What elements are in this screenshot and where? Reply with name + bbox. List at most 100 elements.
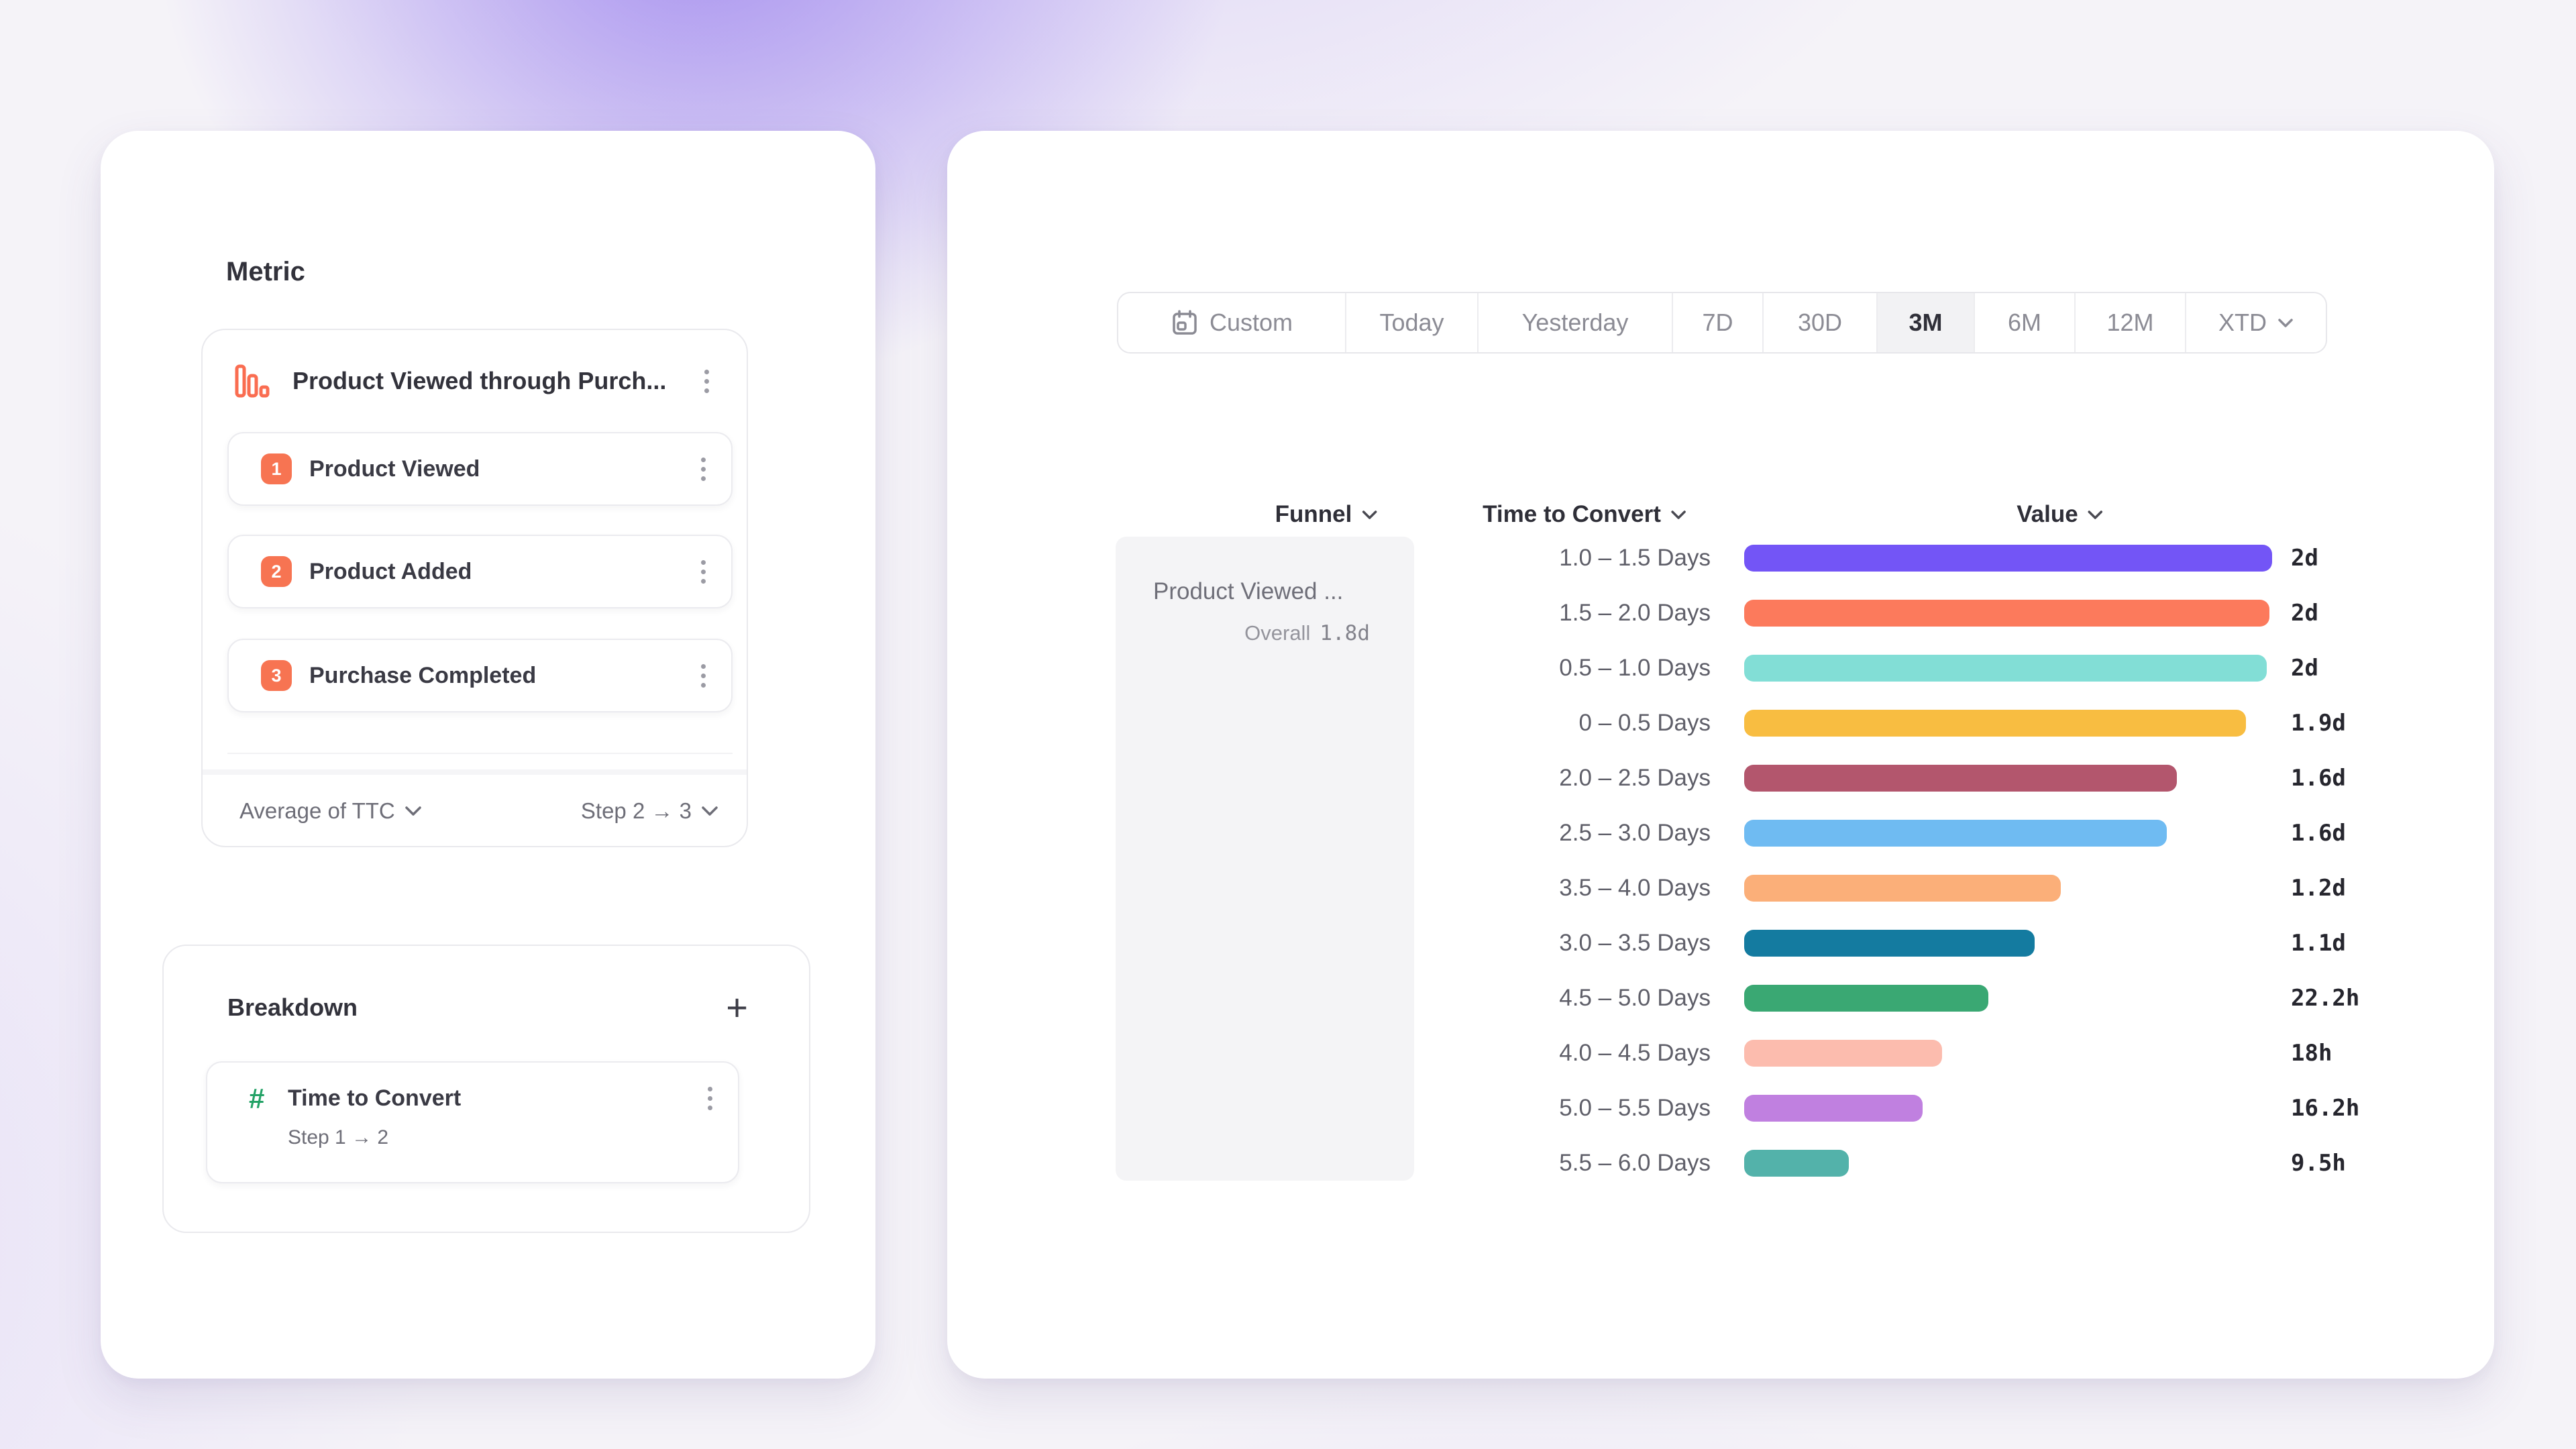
- bucket-label: 3.5 – 4.0 Days: [1559, 875, 1711, 901]
- chart-row: 1.0 – 1.5 Days 2d: [1417, 531, 2359, 586]
- column-header-time-to-convert[interactable]: Time to Convert: [1483, 501, 1686, 528]
- value-bar[interactable]: [1744, 1040, 1943, 1067]
- step-number-badge: 1: [261, 453, 292, 484]
- step-label: Purchase Completed: [309, 662, 537, 688]
- add-breakdown-button[interactable]: +: [726, 986, 748, 1028]
- value-label: 2d: [2291, 545, 2318, 572]
- metric-section-title: Metric: [226, 257, 305, 286]
- chart-row: 0 – 0.5 Days 1.9d: [1417, 696, 2359, 751]
- date-range-12m[interactable]: 12M: [2076, 293, 2186, 352]
- funnel-overall-value: 1.8d: [1320, 621, 1370, 645]
- chevron-down-icon: [1671, 510, 1686, 519]
- date-range-7d[interactable]: 7D: [1673, 293, 1764, 352]
- kebab-menu-icon[interactable]: [696, 659, 711, 693]
- chart-row: 4.5 – 5.0 Days 22.2h: [1417, 971, 2359, 1026]
- date-range-3m[interactable]: 3M: [1878, 293, 1975, 352]
- chart-row: 2.5 – 3.0 Days 1.6d: [1417, 806, 2359, 861]
- value-bar[interactable]: [1744, 875, 2061, 902]
- value-bar[interactable]: [1744, 765, 2178, 792]
- bucket-label: 4.0 – 4.5 Days: [1559, 1040, 1711, 1066]
- date-range-custom[interactable]: Custom: [1118, 293, 1346, 352]
- bucket-label: 3.0 – 3.5 Days: [1559, 930, 1711, 956]
- metric-footer: Average of TTC Step 2 → 3: [203, 775, 747, 847]
- step-label: Product Viewed: [309, 455, 480, 482]
- value-bar[interactable]: [1744, 1095, 1923, 1122]
- value-bar[interactable]: [1744, 820, 2167, 847]
- funnel-row-cell[interactable]: Product Viewed ... Overall 1.8d: [1116, 537, 1414, 1181]
- value-label: 1.1d: [2291, 930, 2346, 957]
- chart-row: 0.5 – 1.0 Days 2d: [1417, 641, 2359, 696]
- value-bar[interactable]: [1744, 545, 2272, 572]
- divider: [227, 753, 733, 754]
- kebab-menu-icon[interactable]: [696, 452, 711, 486]
- value-label: 1.6d: [2291, 820, 2346, 847]
- bucket-label: 0 – 0.5 Days: [1578, 710, 1711, 736]
- metric-panel: Product Viewed through Purch... 1 Produc…: [201, 329, 748, 847]
- value-bar[interactable]: [1744, 600, 2270, 627]
- funnel-metric-row[interactable]: Product Viewed through Purch...: [203, 330, 747, 432]
- value-label: 16.2h: [2291, 1095, 2360, 1122]
- chart-row: 1.5 – 2.0 Days 2d: [1417, 586, 2359, 641]
- value-bar[interactable]: [1744, 1150, 1849, 1177]
- date-range-today[interactable]: Today: [1346, 293, 1479, 352]
- value-label: 18h: [2291, 1040, 2332, 1067]
- step-number-badge: 3: [261, 660, 292, 691]
- bucket-label: 5.0 – 5.5 Days: [1559, 1095, 1711, 1121]
- date-range-6m[interactable]: 6M: [1975, 293, 2076, 352]
- breakdown-item-label: Time to Convert: [288, 1085, 462, 1111]
- step-label: Product Added: [309, 558, 472, 584]
- bucket-label: 2.0 – 2.5 Days: [1559, 765, 1711, 791]
- chart-row: 4.0 – 4.5 Days 18h: [1417, 1026, 2359, 1081]
- breakdown-section-title: Breakdown: [227, 994, 358, 1021]
- column-header-funnel[interactable]: Funnel: [1275, 501, 1378, 528]
- query-builder-card: Metric Product Viewed through Purch... 1…: [101, 131, 875, 1379]
- breakdown-bar-chart: 1.0 – 1.5 Days 2d 1.5 – 2.0 Days 2d 0.5 …: [1417, 531, 2359, 1191]
- value-label: 2d: [2291, 655, 2318, 682]
- value-bar[interactable]: [1744, 655, 2267, 682]
- value-bar[interactable]: [1744, 985, 1988, 1012]
- date-range-xtd[interactable]: XTD: [2186, 293, 2326, 352]
- chevron-down-icon: [2088, 510, 2103, 519]
- step-range-dropdown[interactable]: Step 2 → 3: [581, 798, 718, 824]
- column-header-value[interactable]: Value: [2017, 501, 2103, 528]
- value-bar[interactable]: [1744, 930, 2035, 957]
- bucket-label: 4.5 – 5.0 Days: [1559, 985, 1711, 1011]
- kebab-menu-icon[interactable]: [696, 555, 711, 589]
- funnel-step-3[interactable]: 3 Purchase Completed: [227, 639, 733, 712]
- aggregation-dropdown[interactable]: Average of TTC: [239, 798, 422, 824]
- breakdown-header: Breakdown +: [227, 986, 748, 1028]
- breakdown-item[interactable]: # Time to Convert Step 1 → 2: [206, 1061, 739, 1183]
- date-range-yesterday[interactable]: Yesterday: [1479, 293, 1673, 352]
- funnel-row-name: Product Viewed ...: [1153, 578, 1344, 604]
- date-range-30d[interactable]: 30D: [1764, 293, 1878, 352]
- breakdown-panel: Breakdown + # Time to Convert Step 1 → 2: [162, 945, 810, 1233]
- chevron-down-icon: [702, 806, 718, 816]
- value-label: 2d: [2291, 600, 2318, 627]
- chart-row: 3.0 – 3.5 Days 1.1d: [1417, 916, 2359, 971]
- hash-icon: #: [249, 1082, 265, 1114]
- funnel-step-1[interactable]: 1 Product Viewed: [227, 432, 733, 506]
- bucket-label: 1.5 – 2.0 Days: [1559, 600, 1711, 626]
- chart-row: 3.5 – 4.0 Days 1.2d: [1417, 861, 2359, 916]
- chevron-down-icon: [405, 806, 421, 816]
- funnel-metric-name: Product Viewed through Purch...: [292, 367, 667, 394]
- kebab-menu-icon[interactable]: [702, 1081, 718, 1116]
- bucket-label: 0.5 – 1.0 Days: [1559, 655, 1711, 681]
- chart-row: 2.0 – 2.5 Days 1.6d: [1417, 751, 2359, 806]
- kebab-menu-icon[interactable]: [699, 364, 714, 398]
- report-card: Custom Today Yesterday 7D 30D 3M 6M 12M …: [947, 131, 2494, 1379]
- value-bar[interactable]: [1744, 710, 2246, 737]
- funnel-step-2[interactable]: 2 Product Added: [227, 535, 733, 608]
- value-label: 1.2d: [2291, 875, 2346, 902]
- value-label: 1.6d: [2291, 765, 2346, 792]
- bucket-label: 2.5 – 3.0 Days: [1559, 820, 1711, 846]
- bucket-label: 1.0 – 1.5 Days: [1559, 545, 1711, 571]
- bar-chart-icon: [235, 364, 270, 398]
- breakdown-item-sublabel: Step 1 → 2: [288, 1126, 389, 1148]
- chart-row: 5.5 – 6.0 Days 9.5h: [1417, 1136, 2359, 1191]
- step-number-badge: 2: [261, 556, 292, 587]
- value-label: 9.5h: [2291, 1150, 2346, 1177]
- value-label: 1.9d: [2291, 710, 2346, 737]
- chart-row: 5.0 – 5.5 Days 16.2h: [1417, 1081, 2359, 1136]
- funnel-overall: Overall 1.8d: [1244, 621, 1370, 645]
